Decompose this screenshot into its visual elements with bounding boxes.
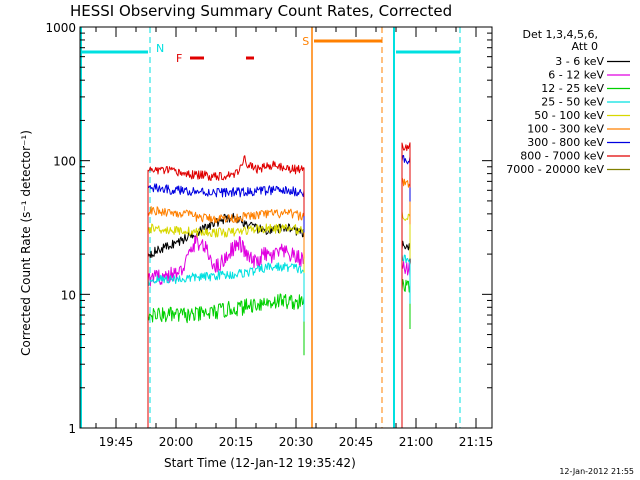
- series-line-8-seg-1: [147, 155, 305, 428]
- legend-entry-label: 25 - 50 keV: [541, 96, 604, 109]
- x-tick-label: 20:00: [159, 435, 194, 449]
- series-line-6-seg-1: [147, 206, 305, 428]
- series-line-7-seg-1: [147, 183, 305, 428]
- series-layer: [147, 142, 411, 428]
- legend-entry-label: 800 - 7000 keV: [520, 150, 604, 163]
- y-tick-label: 1: [68, 422, 76, 436]
- y-tick-label: 100: [53, 155, 76, 169]
- series-line-1-seg-1: [147, 212, 305, 428]
- timestamp-footer: 12-Jan-2012 21:55: [559, 467, 634, 476]
- x-tick-label: 21:15: [459, 435, 494, 449]
- series-line-4-seg-1: [147, 262, 305, 428]
- legend-entry-label: 6 - 12 keV: [548, 69, 604, 82]
- legend-entry-label: 100 - 300 keV: [527, 123, 604, 136]
- legend-title-line: Att 0: [572, 40, 598, 53]
- series-line-6-seg-2: [401, 177, 411, 428]
- legend-entry-label: 3 - 6 keV: [555, 55, 604, 68]
- series-line-1-seg-2: [401, 240, 411, 428]
- chart-title: HESSI Observing Summary Count Rates, Cor…: [70, 2, 452, 20]
- legend-entry-label: 7000 - 20000 keV: [506, 163, 604, 176]
- saa-label: S: [302, 35, 309, 48]
- y-tick-label: 1000: [45, 21, 76, 35]
- x-tick-label: 20:15: [219, 435, 254, 449]
- series-line-8-seg-2: [401, 142, 411, 428]
- x-tick-label: 20:30: [279, 435, 314, 449]
- legend-title-line: Det 1,3,4,5,6,: [522, 28, 598, 41]
- axes: 1 10 100 1000 19:45 20:00 20:15 20:30 20:45 21:00…: [45, 21, 493, 449]
- x-tick-label: 20:45: [339, 435, 374, 449]
- x-tick-label: 19:45: [99, 435, 134, 449]
- y-tick-label: 10: [61, 288, 76, 302]
- x-tick-label: 21:00: [399, 435, 434, 449]
- x-axis-label: Start Time (12-Jan-12 19:35:42): [164, 456, 356, 470]
- flare-label: F: [176, 52, 182, 65]
- y-axis-label: Corrected Count Rate (s⁻¹ detector⁻¹): [19, 130, 33, 356]
- plot-frame: [79, 26, 493, 429]
- legend-entry-label: 12 - 25 keV: [541, 82, 604, 95]
- series-line-7-seg-2: [401, 155, 411, 428]
- legend-entry-label: 50 - 100 keV: [534, 109, 604, 122]
- series-line-5-seg-2: [401, 211, 411, 428]
- series-line-4-seg-2: [401, 254, 411, 428]
- series-line-3-seg-2: [401, 279, 411, 428]
- series-line-5-seg-1: [147, 223, 305, 428]
- night-label: N: [156, 42, 164, 55]
- series-line-3-seg-1: [147, 293, 305, 428]
- orbit-annotations: NF S: [80, 27, 461, 428]
- legend-entry-label: 300 - 800 keV: [527, 136, 604, 149]
